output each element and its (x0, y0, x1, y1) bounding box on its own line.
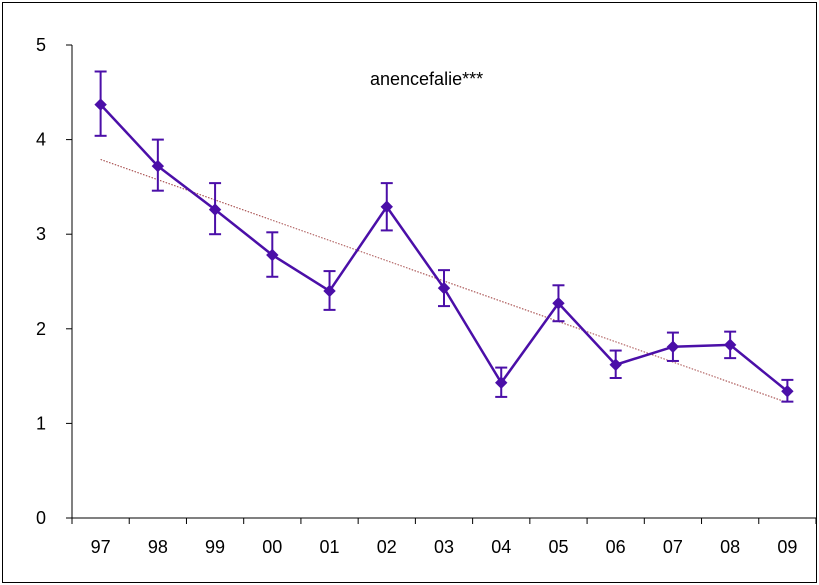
x-tick-labels: 97 98 99 00 01 02 03 04 05 06 07 08 09 (91, 537, 798, 557)
data-point-marker (208, 203, 222, 216)
x-tick-label: 09 (777, 537, 797, 557)
axes (66, 44, 817, 524)
data-point-marker (151, 159, 165, 173)
data-point-marker (723, 338, 737, 352)
x-tick-label: 99 (205, 537, 225, 557)
data-point-marker (380, 200, 393, 213)
data-point-marker (666, 340, 680, 353)
y-tick-label: 2 (36, 319, 46, 339)
x-tick-label: 05 (548, 537, 568, 557)
markers (94, 98, 794, 398)
y-tick-label: 5 (36, 35, 46, 55)
y-tick-label: 4 (36, 130, 46, 150)
data-point-marker (495, 376, 508, 389)
x-tick-label: 08 (720, 537, 740, 557)
x-tick-label: 97 (91, 537, 111, 557)
x-tick-label: 07 (663, 537, 683, 557)
x-tick-label: 03 (434, 537, 454, 557)
x-tick-label: 01 (320, 537, 340, 557)
data-point-marker (609, 358, 622, 371)
error-bars (94, 70, 794, 403)
data-point-marker (266, 248, 279, 262)
y-tick-label: 0 (36, 508, 46, 528)
data-point-marker (94, 98, 107, 111)
data-point-marker (323, 284, 336, 298)
data-point-marker (552, 297, 565, 310)
y-tick-label: 1 (36, 413, 46, 433)
chart-title: anencefalie*** (370, 69, 483, 89)
x-tick-label: 98 (148, 537, 168, 557)
y-tick-labels: 0 1 2 3 4 5 (36, 35, 46, 528)
y-tick-label: 3 (36, 224, 46, 244)
x-tick-label: 06 (606, 537, 626, 557)
data-point-marker (437, 281, 451, 295)
x-tick-label: 02 (377, 537, 397, 557)
x-tick-label: 00 (262, 537, 282, 557)
data-point-marker (781, 385, 794, 398)
series-line (99, 103, 789, 393)
x-tick-label: 04 (491, 537, 511, 557)
